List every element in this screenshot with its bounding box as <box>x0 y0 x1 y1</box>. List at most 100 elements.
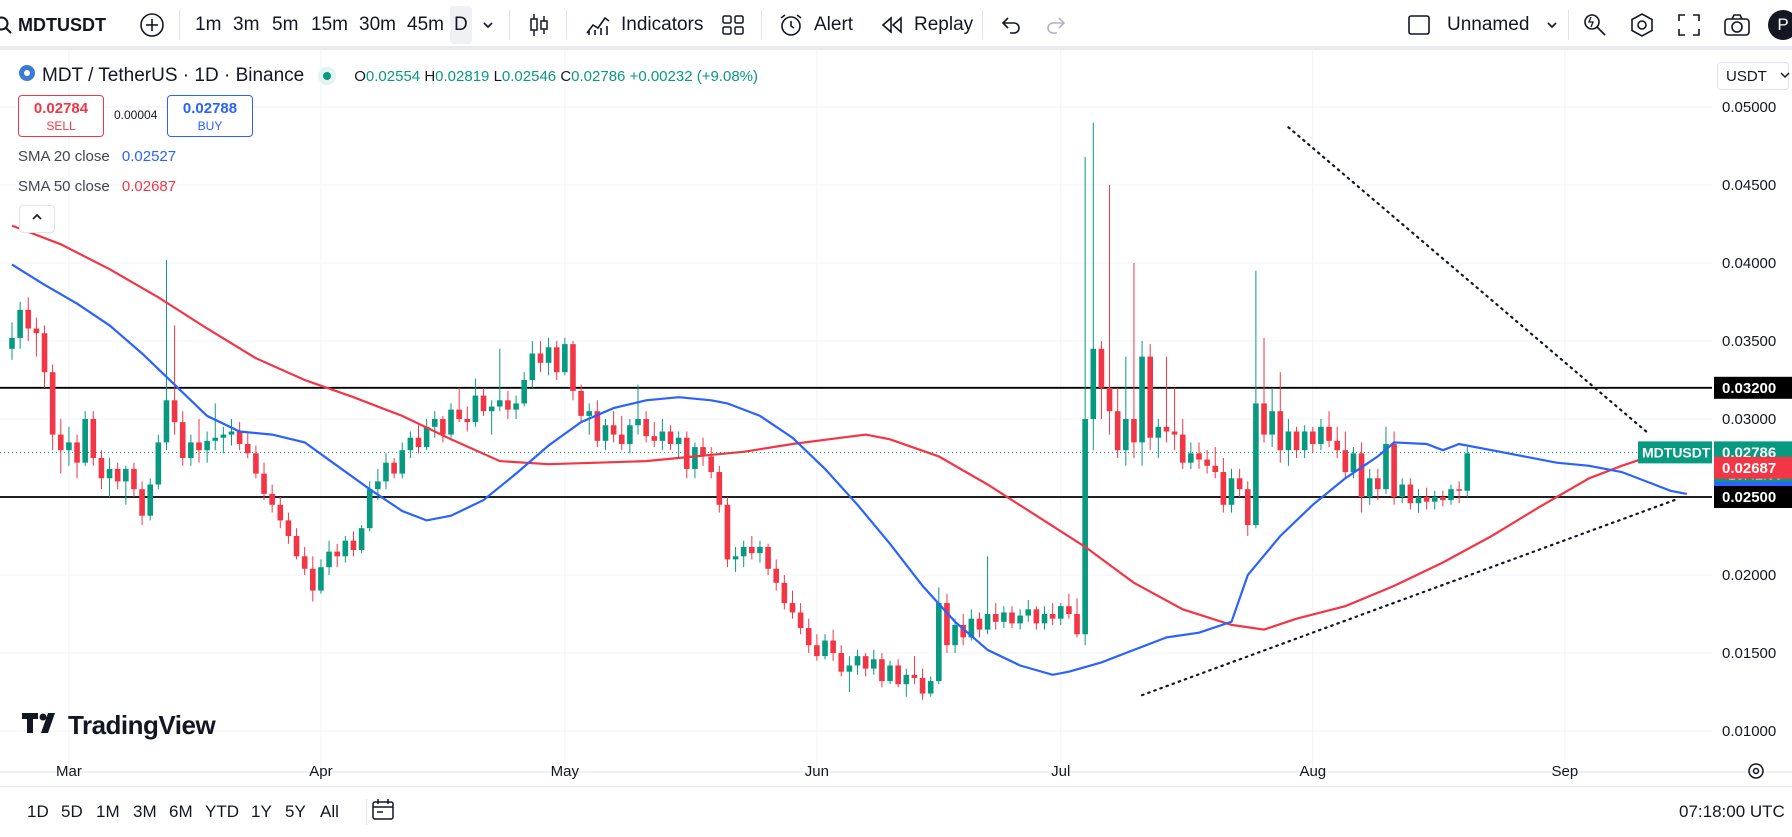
buy-label: BUY <box>197 119 223 133</box>
candle-body <box>1066 606 1072 614</box>
candle-body <box>1228 478 1235 505</box>
divider <box>509 10 510 40</box>
snapshot-button[interactable] <box>1723 0 1751 50</box>
candle <box>732 546 739 572</box>
candle <box>594 400 601 448</box>
chevron-down-icon <box>1779 68 1791 85</box>
candle <box>212 403 219 451</box>
month-tick-label: Jun <box>805 763 829 780</box>
range-1m[interactable]: 1M <box>96 802 120 821</box>
sell-label: SELL <box>46 119 76 133</box>
candle-body <box>204 440 210 451</box>
range-all[interactable]: All <box>320 802 339 821</box>
interval-selected[interactable]: D <box>450 0 472 50</box>
range-5y[interactable]: 5Y <box>285 802 306 821</box>
candle <box>887 660 893 685</box>
candle <box>1188 442 1194 469</box>
symbol-search[interactable]: MDTUSDT <box>0 0 106 50</box>
sma50-legend[interactable]: SMA 50 close 0.02687 <box>18 178 176 195</box>
candle <box>1285 419 1292 466</box>
candle <box>545 337 552 376</box>
range-5d[interactable]: 5D <box>61 802 83 821</box>
candle-body <box>1179 434 1186 463</box>
candle <box>757 540 763 563</box>
candle-body <box>407 437 414 451</box>
interval-dropdown[interactable] <box>481 0 495 50</box>
candle-body <box>1123 419 1129 451</box>
interval-3m[interactable]: 3m <box>233 14 260 35</box>
trend-lines <box>1140 126 1680 697</box>
range-1d[interactable]: 1D <box>27 802 49 821</box>
candle <box>854 649 861 675</box>
price-label-bg <box>1714 456 1792 479</box>
sma20-legend[interactable]: SMA 20 close 0.02527 <box>18 148 176 165</box>
candle-body <box>570 344 576 391</box>
candle <box>911 656 918 685</box>
candle <box>155 434 162 490</box>
candle <box>123 465 129 505</box>
candle-body <box>1090 348 1097 419</box>
ohlc-high-label: H <box>424 67 436 85</box>
chart-type-button[interactable] <box>528 0 550 50</box>
candle <box>537 341 544 373</box>
replay-label: Replay <box>914 14 974 35</box>
interval-30m[interactable]: 30m <box>359 14 396 35</box>
candle-body <box>1147 356 1153 438</box>
interval-1m[interactable]: 1m <box>195 14 222 35</box>
undo-button[interactable] <box>998 0 1022 50</box>
ohlc-low-label: L <box>493 67 502 85</box>
profile-avatar[interactable]: P <box>1768 0 1792 50</box>
candle-body <box>261 473 267 494</box>
candle-body <box>781 582 788 604</box>
interval-15m[interactable]: 15m <box>311 14 348 35</box>
collapse-legend-button[interactable] <box>19 205 55 233</box>
market-status-dot[interactable] <box>318 67 337 85</box>
candle <box>700 437 706 466</box>
candle <box>553 341 560 380</box>
candle <box>659 419 666 451</box>
buy-button[interactable]: 0.02788 BUY <box>167 95 253 137</box>
axis-settings-icon[interactable] <box>1748 763 1764 779</box>
price-label-text: 0.02687 <box>1722 460 1776 477</box>
range-1y[interactable]: 1Y <box>251 802 272 821</box>
ohlc-high: 0.02819 <box>435 67 490 85</box>
range-6m[interactable]: 6M <box>169 802 193 821</box>
candle-body <box>757 546 763 554</box>
redo-button[interactable] <box>1045 0 1069 50</box>
currency-selector[interactable]: USDT <box>1717 62 1791 90</box>
indicators-button[interactable]: Indicators <box>585 0 703 50</box>
layout-menu-button[interactable]: Unnamed <box>1407 0 1559 50</box>
compare-add-button[interactable] <box>139 0 165 50</box>
candle-body <box>667 431 674 444</box>
candle <box>1114 387 1121 458</box>
interval-45m[interactable]: 45m <box>407 14 444 35</box>
range-ytd[interactable]: YTD <box>205 802 239 821</box>
candle <box>1139 341 1145 466</box>
utc-clock[interactable]: 07:18:00 UTC <box>1679 802 1785 821</box>
sell-button[interactable]: 0.02784 SELL <box>18 95 104 137</box>
fullscreen-button[interactable] <box>1677 0 1701 50</box>
goto-date-button[interactable] <box>371 787 397 837</box>
candle <box>805 618 812 653</box>
quick-search-button[interactable] <box>1582 0 1608 50</box>
price-chart[interactable]: 0.05000 0.04500 0.04000 0.03500 0.03000 0.020… <box>0 50 1792 786</box>
settings-button[interactable] <box>1629 0 1655 50</box>
candle-body <box>131 468 137 490</box>
candle <box>1407 478 1414 510</box>
candle-body <box>1277 411 1284 451</box>
alert-button[interactable]: Alert <box>778 0 853 50</box>
sma50-value: 0.02687 <box>121 178 177 195</box>
candle-body <box>610 425 617 435</box>
interval-5m[interactable]: 5m <box>272 14 299 35</box>
time-axis: MarAprMayJunJulAugSepOctNovDec <box>0 763 1792 780</box>
range-3m[interactable]: 3M <box>133 802 157 821</box>
gear-ring <box>1748 763 1764 779</box>
candle-body <box>919 677 926 694</box>
candle <box>33 317 40 357</box>
candle <box>1293 426 1300 458</box>
templates-button[interactable] <box>721 0 745 50</box>
candle-body <box>90 419 97 458</box>
candle-body <box>1318 426 1324 444</box>
replay-button[interactable]: Replay <box>880 0 973 50</box>
candle <box>708 447 714 479</box>
